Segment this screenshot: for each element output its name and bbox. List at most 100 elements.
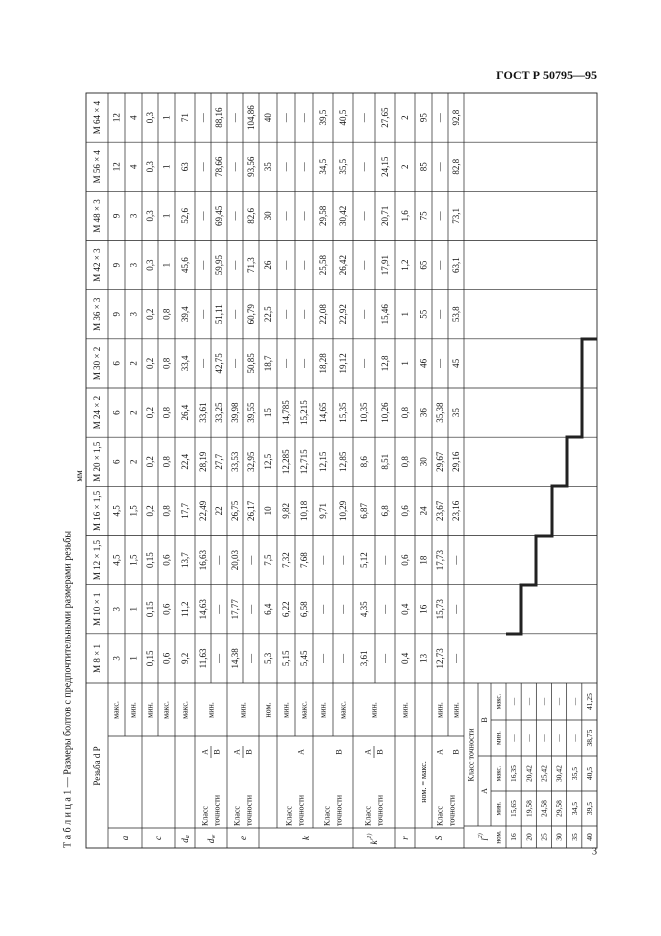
cell-value: 35,38 — [435, 402, 445, 423]
cell-value: — — [246, 604, 256, 615]
l-cell: — — [509, 734, 518, 743]
cell-value: 75 — [419, 211, 429, 221]
symbol-sup: 1) — [366, 834, 373, 839]
cell-value: 29,67 — [435, 451, 445, 472]
cell-value: 6 — [112, 361, 122, 366]
cell-value: 6,87 — [359, 503, 369, 519]
l-cell: — — [524, 734, 533, 743]
thread-label: М 10 × 1 — [92, 593, 102, 626]
cell-value: 7,32 — [281, 552, 291, 568]
cell-value: 22,49 — [198, 500, 208, 521]
cell-value: 34,5 — [318, 158, 328, 174]
class-label: точности — [335, 794, 344, 826]
cell-value: 69,45 — [214, 205, 224, 226]
cell-value: 15,73 — [435, 599, 445, 620]
qualifier: мин. — [319, 702, 328, 718]
cell-value: — — [230, 260, 240, 271]
l-cell: 34,5 — [570, 802, 579, 815]
cell-value: 0,2 — [145, 309, 155, 320]
qualifier: макс. — [181, 701, 190, 719]
cell-value: 0,6 — [162, 603, 172, 615]
cell-value: 0,6 — [400, 554, 410, 566]
cell-value: — — [246, 555, 256, 566]
cell-value: 23,16 — [451, 500, 461, 521]
cell-value: 3 — [112, 656, 122, 661]
qualifier: мин. — [452, 702, 461, 718]
cell-value: 30 — [419, 457, 429, 467]
cell-value: 10,18 — [299, 500, 309, 521]
cell-value: 11,2 — [180, 602, 190, 617]
param-symbol: S — [434, 835, 444, 840]
cell-value: 5,3 — [263, 652, 273, 664]
cell-value: — — [435, 260, 445, 271]
cell-value: 1 — [400, 361, 410, 366]
cell-value: 1 — [400, 312, 410, 317]
cell-value: 13 — [419, 653, 429, 663]
cell-value: — — [299, 309, 309, 320]
cell-value: 26 — [263, 260, 273, 270]
cell-value: 16 — [419, 604, 429, 614]
cell-value: 6,8 — [380, 505, 390, 517]
cell-value: 1 — [162, 165, 172, 170]
symbol-sub: a — [185, 835, 191, 838]
cell-value: 1 — [129, 607, 139, 612]
cell-value: 6,4 — [263, 603, 273, 615]
cell-value: — — [198, 161, 208, 172]
qualifier: ном. — [264, 702, 273, 717]
cell-value: — — [318, 604, 328, 615]
cell-value: 15 — [263, 408, 273, 418]
l-cell: — — [539, 734, 548, 743]
cell-value: 32,95 — [246, 451, 256, 472]
cell-value: 2 — [129, 460, 139, 465]
cell-value: 27,65 — [380, 107, 390, 128]
cell-value: 53,8 — [451, 306, 461, 322]
cell-value: — — [359, 161, 369, 172]
cell-value: — — [451, 555, 461, 566]
thread-label: М 64 × 4 — [92, 100, 102, 134]
cell-value: 4 — [129, 115, 139, 120]
cell-value: 1 — [129, 656, 139, 661]
cell-value: 22,08 — [318, 304, 328, 325]
cell-value: 0,8 — [162, 308, 172, 320]
class-label: Класс — [233, 806, 242, 826]
cell-value: — — [435, 309, 445, 320]
cell-value: 0,15 — [145, 601, 155, 617]
cell-value: — — [318, 653, 328, 664]
cell-value: — — [338, 653, 348, 664]
l-cell: 24,58 — [539, 800, 548, 817]
cell-value: 2 — [129, 410, 139, 415]
cell-value: — — [318, 555, 328, 566]
class-letter: B — [335, 749, 344, 754]
cell-value: — — [380, 604, 390, 615]
class-letter: A — [364, 749, 373, 755]
applicability-step-line — [506, 337, 597, 636]
param-symbol: c — [153, 836, 163, 840]
l-cell: — — [570, 734, 579, 743]
cell-value: 39,98 — [230, 402, 240, 423]
class-label: точности — [297, 794, 306, 826]
param-symbol: e — [238, 836, 248, 840]
cell-value: 39,4 — [180, 306, 190, 322]
thread-label: М 24 × 2 — [92, 396, 102, 429]
param-symbol: a — [120, 835, 130, 840]
cell-value: 17,77 — [230, 599, 240, 620]
cell-value: 24,15 — [380, 156, 390, 177]
cell-value: — — [359, 210, 369, 221]
cell-value: — — [281, 161, 291, 172]
cell-value: — — [230, 358, 240, 369]
cell-value: 19,12 — [338, 353, 348, 373]
l-cell: — — [555, 697, 564, 706]
cell-value: 0,8 — [162, 456, 172, 468]
cell-value: — — [435, 161, 445, 172]
cell-value: 42,75 — [214, 353, 224, 374]
cell-value: 50,85 — [246, 353, 256, 374]
cell-value: — — [299, 161, 309, 172]
cell-value: 2 — [400, 165, 410, 170]
thread-label: М 48 × 3 — [92, 199, 102, 233]
cell-value: 27,7 — [214, 453, 224, 469]
corner-label: Резьба d P — [92, 746, 102, 785]
l-cell: 35 — [570, 833, 579, 841]
cell-value: 60,79 — [246, 304, 256, 325]
cell-value: 52,6 — [180, 208, 190, 224]
cell-value: — — [359, 112, 369, 123]
